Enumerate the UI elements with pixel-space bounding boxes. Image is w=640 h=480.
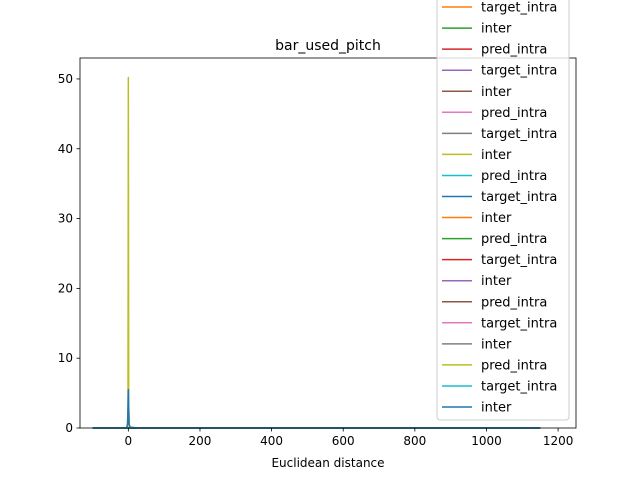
legend-label: target_intra [481,190,557,205]
legend-label: inter [481,211,512,226]
x-tick-label: 800 [403,434,426,448]
legend-label: target_intra [481,253,557,268]
legend-label: pred_intra [481,43,547,58]
legend-label: target_intra [481,127,557,142]
x-tick-label: 200 [189,434,212,448]
x-axis-label: Euclidean distance [271,456,384,470]
legend-label: inter [481,401,512,416]
legend-label: pred_intra [481,295,547,310]
legend-box [436,0,570,421]
y-tick-label: 30 [58,212,73,226]
y-tick-label: 20 [58,281,73,295]
axes-frame [79,57,577,429]
legend-label: inter [481,85,512,100]
legend-label: inter [481,148,512,163]
y-tick-label: 50 [58,72,73,86]
legend-label: pred_intra [481,232,547,247]
x-tick-label: 400 [260,434,283,448]
x-tick-label: 1200 [543,434,574,448]
legend-label: inter [481,22,512,37]
y-tick-label: 0 [65,421,73,435]
legend-label: pred_intra [481,106,547,121]
y-tick-label: 40 [58,142,73,156]
legend-label: target_intra [481,316,557,331]
legend: target_intrainterpred_intratarget_intrai… [436,0,570,421]
legend-label: inter [481,337,512,352]
legend-label: inter [481,274,512,289]
chart-title: bar_used_pitch [275,38,381,54]
x-tick-label: 600 [332,434,355,448]
x-tick-label: 1000 [471,434,502,448]
legend-label: target_intra [481,64,557,79]
y-tick-label: 10 [58,351,73,365]
axes-layer: 0 200 400 600 800 1000 1200 0 10 20 30 40 50 [58,57,577,448]
legend-label: pred_intra [481,358,547,373]
legend-label: target_intra [481,1,557,16]
x-tick-label: 0 [125,434,133,448]
legend-label: pred_intra [481,169,547,184]
legend-label: target_intra [481,379,557,394]
